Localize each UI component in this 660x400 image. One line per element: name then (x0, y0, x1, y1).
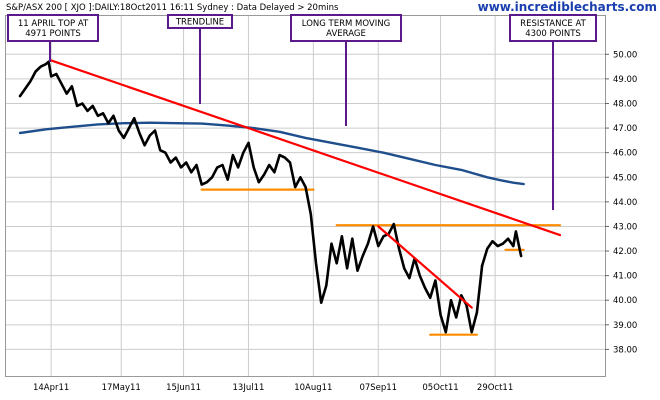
trendline (50, 59, 562, 237)
annotation-text: 4300 POINTS (525, 29, 581, 39)
annotation-box (7, 14, 99, 42)
annotation-text: LONG TERM MOVING (302, 19, 390, 29)
price-line (480, 230, 523, 268)
grid-lines (6, 16, 605, 376)
price-line (18, 60, 484, 334)
moving-average-line (18, 121, 525, 186)
y-tick-label: 50.00 (613, 50, 637, 60)
y-tick-label: 47.00 (613, 124, 637, 134)
x-tick-label: 29Oct11 (477, 383, 513, 393)
site-logo[interactable]: www.incrediblecharts.com (478, 0, 657, 14)
y-tick-label: 38.00 (613, 345, 637, 355)
x-tick-label: 14Apr11 (33, 383, 69, 393)
annotation-box (290, 14, 402, 42)
annotation-text: 11 APRIL TOP AT (18, 19, 89, 29)
y-tick-label: 44.00 (613, 198, 637, 208)
x-tick-label: 05Oct11 (422, 383, 458, 393)
plot-frame (5, 15, 606, 377)
annotation-text: RESISTANCE AT (520, 19, 586, 29)
y-tick-label: 45.00 (613, 173, 637, 183)
y-tick-label: 49.00 (613, 75, 637, 85)
x-tick-label: 13Jul11 (233, 383, 265, 393)
x-axis: 14Apr11 17May11 15Jun11 13Jul11 10Aug11 07Sep… (33, 383, 513, 393)
ticker-header: S&P/ASX 200 [ XJO ]:DAILY:18Oct2011 16:1… (6, 3, 339, 13)
annotation-box (167, 14, 233, 29)
x-tick-label: 15Jun11 (166, 383, 201, 393)
chart-series (18, 59, 562, 336)
annotation-text: 4971 POINTS (25, 29, 81, 39)
trendline (377, 225, 473, 309)
x-tick-label: 07Sep11 (359, 383, 397, 393)
x-tick-label: 10Aug11 (294, 383, 332, 393)
annotation-connectors (49, 28, 554, 210)
annotation-box (509, 14, 597, 42)
y-tick-label: 48.00 (613, 99, 637, 109)
x-tick-label: 17May11 (102, 383, 141, 393)
annotation-text: TRENDLINE (175, 18, 224, 28)
y-tick-label: 39.00 (613, 321, 637, 331)
y-tick-label: 42.00 (613, 247, 637, 257)
annotation-text: AVERAGE (326, 29, 366, 39)
y-tick-label: 40.00 (613, 296, 637, 306)
y-axis: 50.00 49.00 48.00 47.00 46.00 45.00 44.00 43.00… (605, 50, 637, 355)
y-tick-label: 41.00 (613, 272, 637, 282)
y-tick-label: 46.00 (613, 149, 637, 159)
y-tick-label: 43.00 (613, 222, 637, 232)
